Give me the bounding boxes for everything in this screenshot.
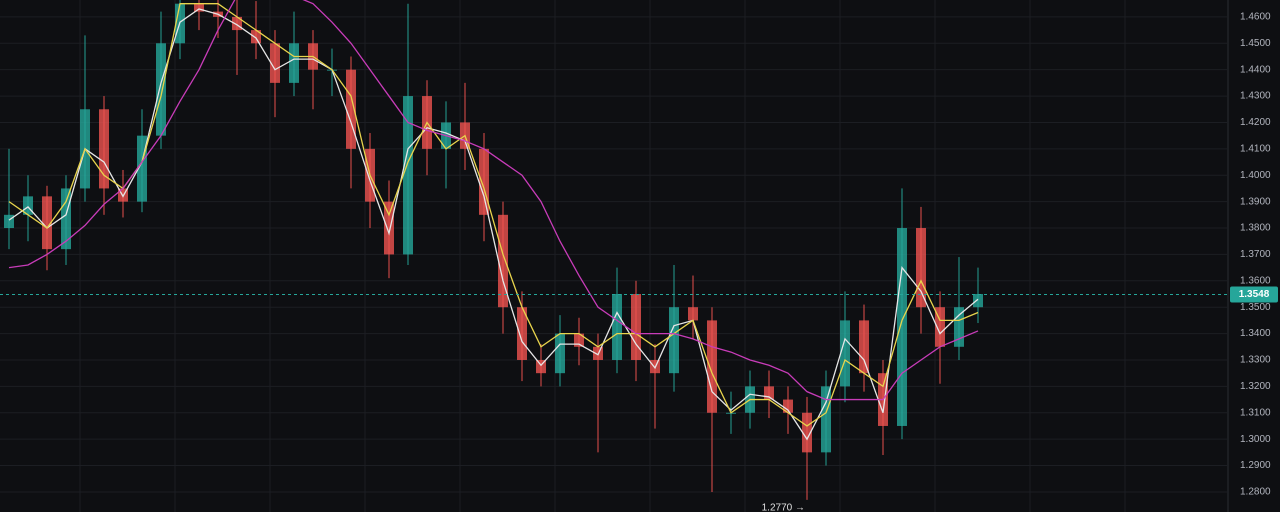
y-tick-label: 1.3900 bbox=[1240, 196, 1271, 207]
candle-body bbox=[840, 320, 850, 387]
candle-body bbox=[61, 188, 71, 250]
candle-body bbox=[574, 333, 584, 347]
candle-body bbox=[631, 294, 641, 360]
candle-body bbox=[517, 307, 527, 360]
y-tick-label: 1.3800 bbox=[1240, 223, 1271, 234]
candle-body bbox=[536, 359, 546, 374]
y-tick-label: 1.3500 bbox=[1240, 302, 1271, 313]
candle-body bbox=[99, 109, 109, 189]
candle-body bbox=[916, 228, 926, 308]
candle-body bbox=[954, 307, 964, 347]
candle-body bbox=[612, 294, 622, 360]
candle-body bbox=[251, 30, 261, 44]
y-tick-label: 1.3000 bbox=[1240, 434, 1271, 445]
moving-average bbox=[8, 0, 979, 401]
candle-body bbox=[194, 3, 204, 12]
candle-body bbox=[289, 43, 299, 83]
candle-body bbox=[403, 96, 413, 255]
candle-body bbox=[555, 333, 565, 374]
y-tick-label: 1.4500 bbox=[1240, 38, 1271, 49]
y-tick-label: 1.4000 bbox=[1240, 170, 1271, 181]
candle-body bbox=[384, 201, 394, 255]
y-tick-label: 1.4600 bbox=[1240, 12, 1271, 23]
candle-body bbox=[232, 16, 242, 31]
y-tick-label: 1.3200 bbox=[1240, 381, 1271, 392]
candle-body bbox=[764, 386, 774, 400]
candle-body bbox=[669, 307, 679, 374]
candle-body bbox=[783, 399, 793, 413]
y-tick-label: 1.2800 bbox=[1240, 487, 1271, 498]
price-label-box bbox=[1230, 286, 1278, 303]
y-tick-label: 1.3700 bbox=[1240, 249, 1271, 260]
y-tick-label: 1.3100 bbox=[1240, 407, 1271, 418]
candle-body bbox=[42, 196, 52, 250]
price-label: 1.3548 bbox=[1239, 289, 1270, 300]
candle-body bbox=[688, 307, 698, 321]
candle-body bbox=[498, 214, 508, 308]
candle-body bbox=[23, 196, 33, 215]
y-tick-label: 1.3400 bbox=[1240, 328, 1271, 339]
candle-body bbox=[4, 214, 14, 229]
y-tick-label: 1.4200 bbox=[1240, 117, 1271, 128]
moving-average bbox=[8, 3, 979, 427]
candle-body bbox=[897, 228, 907, 426]
candle-body bbox=[935, 307, 945, 347]
candle-body bbox=[346, 69, 356, 149]
candle-body bbox=[479, 148, 489, 215]
candle-body bbox=[821, 386, 831, 453]
y-tick-label: 1.4300 bbox=[1240, 91, 1271, 102]
y-tick-label: 1.4400 bbox=[1240, 64, 1271, 75]
y-tick-label: 1.2900 bbox=[1240, 460, 1271, 471]
candle-body bbox=[859, 320, 869, 374]
low-annotation: 1.2770 → bbox=[762, 503, 805, 512]
candle-body bbox=[802, 412, 812, 453]
y-tick-label: 1.3300 bbox=[1240, 355, 1271, 366]
vertical-grid bbox=[79, 0, 1126, 512]
candle-body bbox=[973, 294, 983, 308]
candle-body bbox=[137, 135, 147, 202]
y-tick-label: 1.3600 bbox=[1240, 275, 1271, 286]
y-tick-label: 1.4100 bbox=[1240, 143, 1271, 154]
candle-body bbox=[707, 320, 717, 413]
candle-body bbox=[156, 43, 166, 136]
candle-body bbox=[270, 43, 280, 83]
